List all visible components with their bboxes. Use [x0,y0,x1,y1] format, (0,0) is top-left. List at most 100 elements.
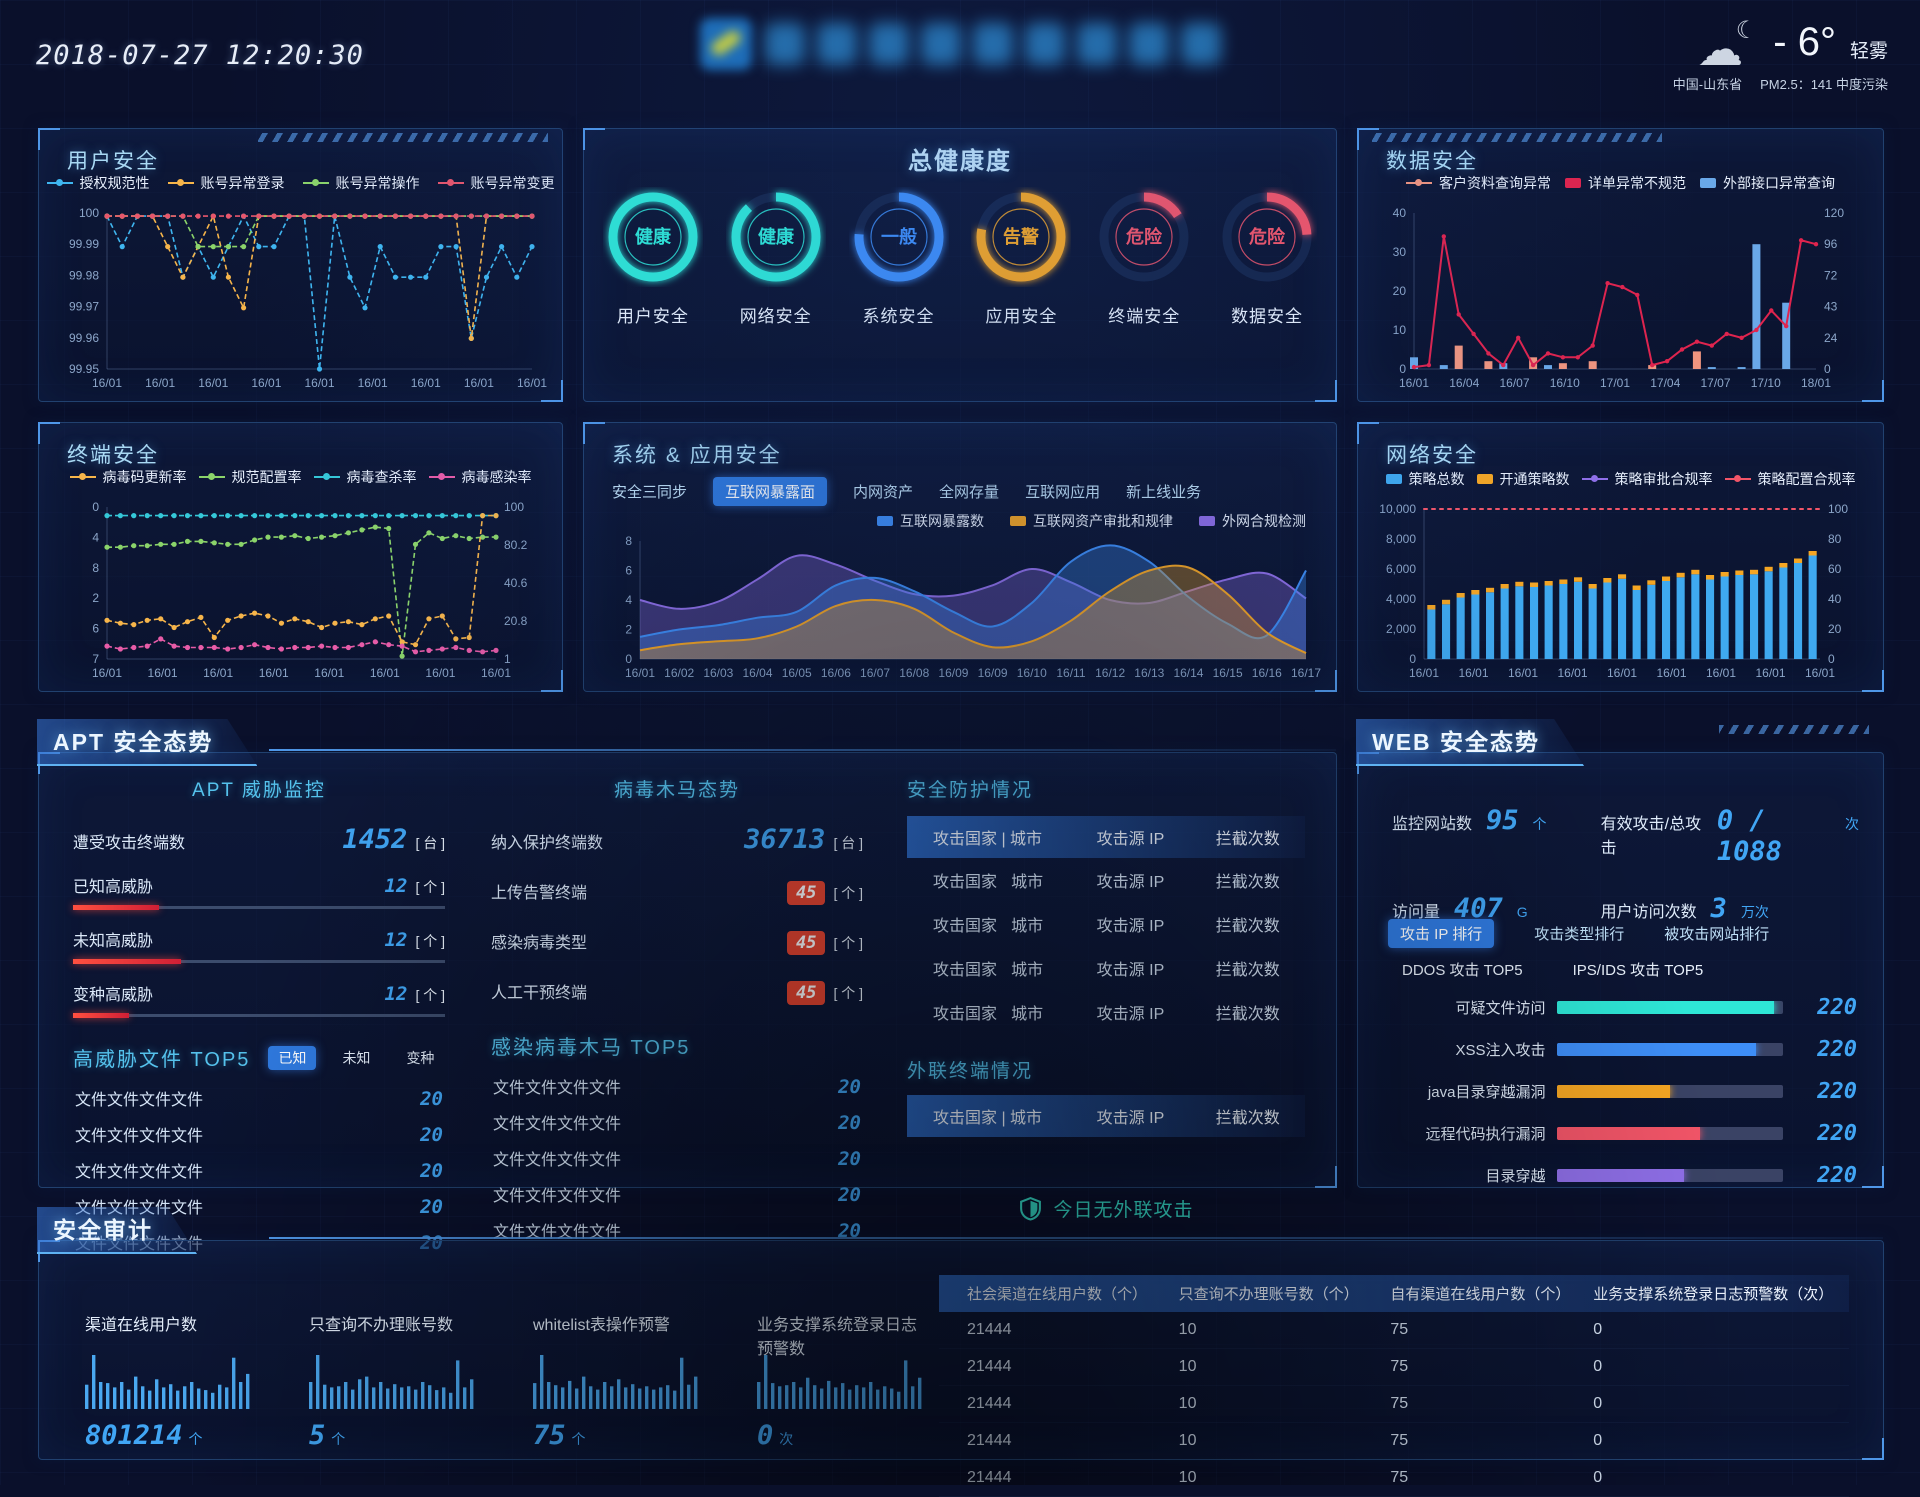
svg-text:16/14: 16/14 [1173,666,1203,680]
blurred-character [972,23,1013,65]
gauge-ring-icon: 危险 [1099,192,1189,282]
panel-title: 系统 & 应用安全 [612,444,782,467]
svg-text:99.97: 99.97 [69,300,99,314]
threat-file-tabs: 已知 未知 变种 [268,1045,444,1070]
svg-text:1: 1 [504,652,511,666]
bar-label: 目录穿越 [1485,1168,1546,1185]
stat-label: 访问量 [1392,904,1441,921]
web-tab-攻击 IP 排行[interactable]: 攻击 IP 排行 [1388,919,1495,948]
line-marker-icon [198,473,225,481]
mini-value: 801214 [85,1420,183,1451]
web-ranking-tabs: 攻击 IP 排行 攻击类型排行 被攻击网站排行 [1388,919,1769,948]
panel-terminal-security: 终端安全 病毒码更新率 规范配置率 病毒查杀率 病毒感染率 0 4 8 2 6 7 100 80.2… [38,422,563,692]
weather-icon: ☾ ☁ [1697,17,1758,75]
file-tab-已知[interactable]: 已知 [268,1045,317,1070]
svg-text:16/01: 16/01 [1557,666,1587,680]
tab-互联网应用[interactable]: 互联网应用 [1025,484,1101,501]
table-row: 攻击国家 城市 攻击源 IP 拦截次数 [933,918,1280,935]
file-tab-变种[interactable]: 变种 [406,1049,435,1066]
bar-track [1557,1169,1784,1182]
legend-label: 策略总数 [1408,471,1465,487]
svg-text:16/07: 16/07 [860,666,890,680]
svg-text:17/04: 17/04 [1650,376,1680,390]
svg-text:16/03: 16/03 [703,666,733,680]
file-row: 文件文件文件文件 20 [73,1116,445,1152]
bar-marker-icon [1385,474,1402,484]
tab-新上线业务[interactable]: 新上线业务 [1126,484,1202,501]
no-attack-message: 今日无外联攻击 [907,1195,1305,1222]
tab-安全三同步[interactable]: 安全三同步 [612,484,688,501]
legend-label: 规范配置率 [231,469,302,485]
tab-互联网暴露面[interactable]: 互联网暴露面 [713,477,828,506]
svg-text:16/01: 16/01 [1656,666,1686,680]
line-marker-icon [167,179,194,187]
line-marker-icon [69,473,96,481]
mini-unit: 个 [188,1431,203,1447]
svg-text:4,000: 4,000 [1386,592,1416,606]
svg-text:0: 0 [625,652,632,666]
health-gauges: 健康 用户安全 健康 网络安全 一般 系统安全 告警 应用安全 [584,187,1336,327]
file-count: 20 [420,1124,443,1146]
file-name: 文件文件文件文件 [75,1164,204,1181]
tab-内网资产[interactable]: 内网资产 [853,484,914,501]
attack-bar-可疑文件访问: 可疑文件访问 220 [1378,995,1857,1020]
svg-text:6: 6 [92,622,99,636]
web-stat-用户访问次数: 用户访问次数 3 万次 [1601,893,1859,924]
section-title: APT 安全态势 [37,719,257,766]
web-tab-被攻击网站排行[interactable]: 被攻击网站排行 [1664,926,1770,943]
bar-marker-icon [877,516,893,526]
svg-text:16/01: 16/01 [411,376,441,390]
svg-text:100: 100 [79,206,99,220]
svg-text:16/01: 16/01 [314,666,344,680]
web-subtab-DDOS 攻击 TOP5[interactable]: DDOS 攻击 TOP5 [1402,962,1523,979]
bar-track [1557,1001,1784,1014]
attack-bar-java目录穿越漏洞: java目录穿越漏洞 220 [1378,1079,1857,1104]
legend-network-security: 策略总数 开通策略数 策略审批合规率 策略配置合规率 [1358,469,1883,489]
web-subtab-IPS/IDS 攻击 TOP5[interactable]: IPS/IDS 攻击 TOP5 [1572,962,1704,979]
svg-text:16/01: 16/01 [358,376,388,390]
svg-text:16/01: 16/01 [1805,666,1835,680]
subsection-title: 感染病毒木马 TOP5 [491,1037,691,1059]
svg-text:16/01: 16/01 [1706,666,1736,680]
legend-item: 外网合规检测 [1199,511,1306,531]
legend-item: 外部接口异常查询 [1700,173,1835,193]
line-marker-icon [1724,475,1751,483]
legend-label: 外网合规检测 [1222,513,1306,529]
svg-text:6: 6 [625,564,632,578]
line-marker-icon [302,179,329,187]
mini-bar-chart [757,1355,922,1409]
legend-item: 授权规范性 [46,173,150,193]
file-name: 文件文件文件文件 [493,1188,622,1205]
svg-text:16/01: 16/01 [517,376,547,390]
tab-全网存量[interactable]: 全网存量 [939,484,1000,501]
stat-value: 407 [1454,893,1503,924]
web-tab-攻击类型排行[interactable]: 攻击类型排行 [1534,926,1625,943]
line-marker-icon [313,473,340,481]
svg-text:16/01: 16/01 [1755,666,1785,680]
file-row: 文件文件文件文件 20 [73,1080,445,1116]
virus-stats: 纳入保护终端数 36713 [ 台 ] 上传告警终端 45 [ 个 ] 感染病毒… [491,824,863,1005]
weather-location: 中国-山东省 [1672,77,1743,92]
svg-text:4: 4 [92,530,99,544]
audit-table-row: 21444 10 75 0 [939,1386,1849,1423]
svg-text:16/01: 16/01 [625,666,655,680]
legend-item: 规范配置率 [198,467,302,487]
panel-apt: APT 安全态势 APT 威胁监控 遭受攻击终端数 1452 [ 台 ] 已知高… [38,752,1337,1254]
file-name: 文件文件文件文件 [75,1128,204,1145]
blurred-character [868,23,909,65]
file-row: 文件文件文件文件 20 [491,1212,863,1248]
audit-mini-whitelist表操作预警: whitelist表操作预警 75 个 [533,1311,705,1451]
legend-item: 策略总数 [1385,469,1465,489]
legend-label: 互联网资产审批和规律 [1033,513,1173,529]
health-gauge-终端安全: 危险 终端安全 [1090,187,1198,327]
stat-unit: 个 [1532,816,1547,832]
app-logo [699,18,752,70]
threat-progress-bar [73,1013,445,1018]
svg-text:80: 80 [1828,532,1842,546]
file-count: 20 [838,1184,861,1206]
mini-value: 75 [533,1420,566,1451]
attack-bar-目录穿越: 目录穿越 220 [1378,1163,1857,1188]
gauge-label: 网络安全 [739,307,812,326]
weather-widget: ☾ ☁ - 6° 轻雾 [1697,17,1888,75]
file-tab-未知[interactable]: 未知 [342,1049,371,1066]
